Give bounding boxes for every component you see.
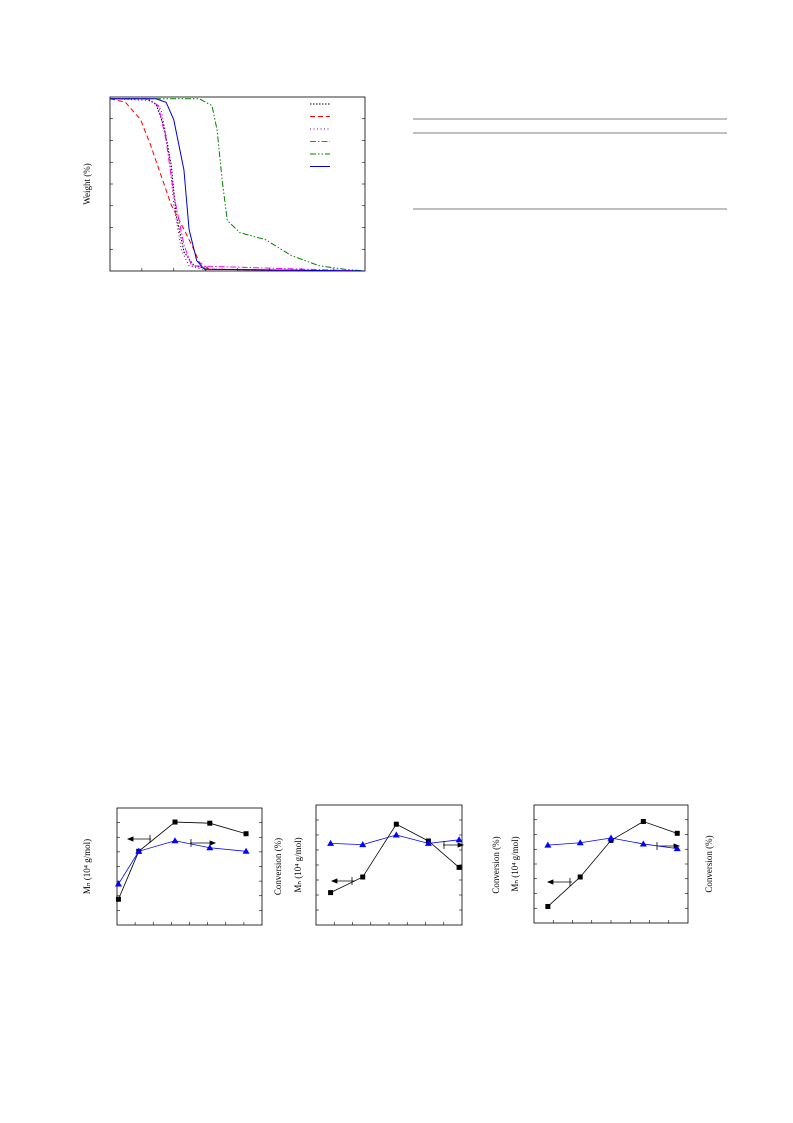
arrows bbox=[126, 835, 681, 886]
plot-frame bbox=[533, 804, 689, 924]
marker-square bbox=[360, 874, 366, 880]
y2-axis-label: Conversion (%) bbox=[704, 835, 714, 892]
marker-square bbox=[328, 890, 334, 896]
marker-triangle bbox=[327, 839, 335, 846]
y2-axis-label: Conversion (%) bbox=[491, 836, 501, 893]
marker-triangle bbox=[206, 844, 214, 851]
data-line bbox=[110, 98, 366, 272]
y-axis-label: Mₙ (10⁴ g/mol) bbox=[510, 836, 520, 891]
plot-frame bbox=[109, 96, 366, 272]
data-line bbox=[547, 821, 678, 907]
marker-triangle bbox=[135, 847, 143, 854]
data-line bbox=[110, 98, 366, 272]
marker-square bbox=[545, 903, 551, 909]
arrow-head bbox=[126, 836, 134, 842]
marker-triangle bbox=[544, 841, 552, 848]
y-axis-label: Mₙ (10⁴ g/mol) bbox=[293, 837, 303, 892]
marker-square bbox=[577, 874, 583, 880]
marker-square bbox=[207, 820, 213, 826]
data-line bbox=[118, 821, 247, 900]
marker-square bbox=[456, 864, 462, 870]
table bbox=[413, 118, 727, 210]
arrow-head bbox=[457, 842, 465, 848]
marker-triangle bbox=[242, 847, 250, 854]
arrow-head bbox=[209, 840, 217, 846]
y2-axis-label: Conversion (%) bbox=[273, 838, 283, 895]
plot-frame bbox=[116, 807, 263, 926]
marker-triangle bbox=[359, 841, 367, 848]
marker-square bbox=[115, 896, 121, 902]
marker-square bbox=[243, 831, 249, 837]
marker-triangle bbox=[114, 880, 122, 887]
plot-frame bbox=[315, 804, 463, 926]
data-line bbox=[109, 98, 366, 272]
marker-triangle bbox=[576, 839, 584, 846]
marker-square bbox=[640, 819, 646, 825]
marker-triangle bbox=[607, 834, 615, 841]
marker-triangle bbox=[455, 836, 463, 843]
data-line bbox=[109, 98, 365, 272]
data-line bbox=[110, 98, 366, 272]
y-axis-label: Mₙ (10⁴ g/mol) bbox=[82, 839, 92, 894]
marker-square bbox=[172, 819, 178, 825]
marker-square bbox=[674, 830, 680, 836]
data-line bbox=[118, 840, 247, 885]
marker-triangle bbox=[639, 840, 647, 847]
marker-triangle bbox=[392, 831, 400, 838]
arrow-head bbox=[546, 879, 554, 885]
marker-triangle bbox=[424, 839, 432, 846]
marker-square bbox=[393, 821, 399, 827]
marker-triangle bbox=[171, 837, 179, 844]
y-axis-label: Weight (%) bbox=[82, 163, 92, 205]
marker-triangle bbox=[673, 845, 681, 852]
data-line bbox=[110, 98, 366, 272]
arrow-head bbox=[330, 878, 338, 884]
